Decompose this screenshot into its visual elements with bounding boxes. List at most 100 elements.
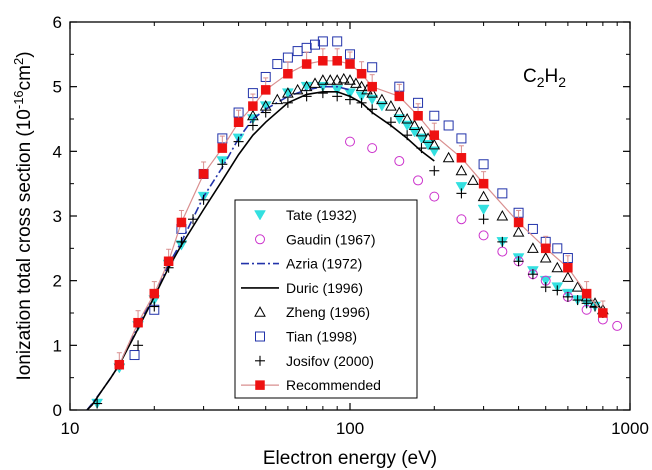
data-point xyxy=(309,77,321,88)
data-point xyxy=(367,143,378,154)
data-point xyxy=(247,109,259,121)
data-point xyxy=(233,136,244,147)
data-point xyxy=(367,62,378,73)
data-point xyxy=(356,97,367,108)
series-layer xyxy=(86,36,623,411)
legend-marker xyxy=(255,234,265,245)
data-point xyxy=(324,74,337,85)
y-tick-label: 0 xyxy=(53,401,62,420)
data-point xyxy=(301,91,312,102)
data-point xyxy=(317,74,329,85)
data-point xyxy=(217,159,228,170)
data-point xyxy=(188,214,199,225)
data-point xyxy=(301,42,312,53)
data-point xyxy=(271,93,284,105)
data-point xyxy=(497,188,508,199)
data-point xyxy=(527,269,538,280)
data-point xyxy=(129,350,140,361)
data-point xyxy=(345,136,355,147)
data-point xyxy=(598,308,608,318)
data-point xyxy=(496,209,509,221)
data-point xyxy=(552,285,563,296)
data-point xyxy=(385,100,397,111)
data-point xyxy=(149,301,160,312)
data-point xyxy=(571,281,584,292)
data-point xyxy=(478,159,489,170)
legend-label: Zheng (1996) xyxy=(286,304,370,320)
x-tick-label: 1000 xyxy=(611,419,649,438)
y-tick-label: 1 xyxy=(53,336,62,355)
axis-ticks: 0 1 2 3 4 5 6 10 100 1000 xyxy=(53,13,649,438)
data-point xyxy=(527,242,539,253)
legend-item-tian-1998: Tian (1998) xyxy=(255,329,357,345)
data-point xyxy=(513,256,524,267)
data-point xyxy=(428,138,441,150)
data-point xyxy=(367,81,377,92)
data-point xyxy=(301,59,312,69)
data-point xyxy=(355,80,368,92)
legend-item-zheng-1996: Zheng (1996) xyxy=(254,304,370,320)
data-point xyxy=(376,93,388,105)
data-point xyxy=(401,112,414,124)
legend-marker xyxy=(255,380,265,390)
data-point xyxy=(456,133,467,144)
legend-label: Josifov (2000) xyxy=(286,353,374,369)
data-point xyxy=(581,298,592,309)
data-point xyxy=(198,169,209,179)
data-point xyxy=(332,91,343,102)
data-point xyxy=(176,236,187,247)
legend-item-duric-1996: Duric (1996) xyxy=(241,280,363,296)
data-point xyxy=(539,252,552,263)
series-recommended xyxy=(114,48,608,370)
legend-item-josifov-2000: Josifov (2000) xyxy=(255,353,374,369)
data-point xyxy=(332,56,342,66)
data-point xyxy=(345,94,355,105)
data-point xyxy=(415,125,428,137)
data-point xyxy=(317,88,328,99)
data-point xyxy=(512,226,525,237)
data-point xyxy=(429,191,440,202)
data-point xyxy=(552,243,563,254)
y-tick-label: 2 xyxy=(53,272,62,291)
data-point xyxy=(260,107,271,118)
data-point xyxy=(331,74,344,85)
data-point xyxy=(443,120,454,131)
data-point xyxy=(572,295,583,306)
data-point xyxy=(385,117,396,128)
data-point xyxy=(345,59,355,69)
data-point xyxy=(393,106,406,118)
data-point xyxy=(416,143,427,154)
legend-marker xyxy=(255,355,265,366)
data-point xyxy=(455,164,468,176)
y-tick-label: 4 xyxy=(53,142,62,161)
data-point xyxy=(540,243,551,254)
data-point xyxy=(366,87,379,98)
data-point xyxy=(477,204,490,216)
legend: Tate (1932) Gaudin (1967) Azria (1972) Duri… xyxy=(234,199,418,399)
data-point xyxy=(455,182,468,193)
data-point xyxy=(562,271,574,282)
data-point xyxy=(317,36,328,47)
data-point xyxy=(497,236,508,247)
legend-items: Tate (1932) Gaudin (1967) Azria (1972) Duri… xyxy=(241,207,381,393)
data-point xyxy=(350,77,362,88)
data-point xyxy=(513,217,524,228)
data-point xyxy=(497,246,508,257)
data-point xyxy=(133,340,144,351)
data-point xyxy=(292,46,303,57)
data-point xyxy=(551,261,564,273)
data-point xyxy=(456,153,467,163)
data-point xyxy=(233,117,244,127)
data-point xyxy=(456,188,467,199)
legend-item-azria-1972: Azria (1972) xyxy=(241,256,362,272)
legend-marker xyxy=(254,210,266,221)
x-tick-label: 10 xyxy=(61,419,80,438)
legend-box xyxy=(234,199,418,399)
x-tick-label: 100 xyxy=(336,419,364,438)
data-point xyxy=(429,165,440,176)
data-point xyxy=(477,190,490,202)
data-point xyxy=(456,214,467,225)
legend-label: Tate (1932) xyxy=(286,207,357,223)
series-zheng-1996 xyxy=(247,72,609,315)
legend-item-gaudin-1967: Gaudin (1967) xyxy=(255,231,376,247)
